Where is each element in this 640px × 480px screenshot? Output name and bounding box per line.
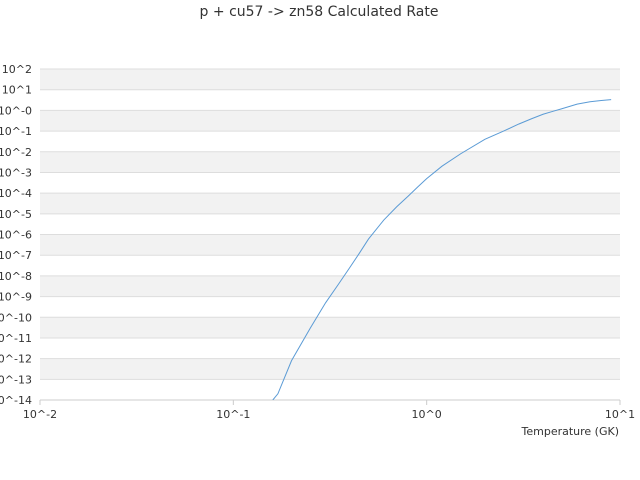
y-tick-label: 10^-0: [0, 104, 32, 117]
x-tick-label: 10^-1: [216, 408, 250, 421]
y-tick-label: 10^-8: [0, 270, 32, 283]
plot-band: [40, 193, 620, 214]
plot-band: [40, 358, 620, 380]
plot-band: [40, 275, 620, 297]
y-tick-label: 10^-12: [0, 353, 32, 366]
series-line-1: [272, 99, 612, 400]
y-tick-label: 10^-5: [0, 208, 32, 221]
y-tick-label: 10^-7: [0, 249, 32, 262]
y-tick-label: 10^-1: [0, 125, 32, 138]
x-tick-label: 10^0: [412, 408, 442, 421]
y-tick-label: 10^-11: [0, 332, 32, 345]
y-axis-ticks: 10^2 10^1 10^-0 10^-1 10^-2 10^-3 10^-4 10^-5 10…: [0, 63, 32, 407]
x-tick-label: 10^1: [605, 408, 635, 421]
plot-band: [40, 110, 620, 132]
y-tick-label: 10^-3: [0, 166, 32, 179]
series-layer: [272, 99, 612, 400]
plot-band: [40, 151, 620, 173]
y-tick-label: 10^1: [2, 84, 32, 97]
y-tick-label: 10^-10: [0, 311, 32, 324]
y-tick-label: 10^-4: [0, 187, 32, 200]
y-tick-label: 10^2: [2, 63, 32, 76]
y-tick-label: 10^-2: [0, 146, 32, 159]
y-tick-label: 10^-6: [0, 229, 32, 242]
y-tick-label: 10^-14: [0, 394, 32, 407]
plot-band: [40, 234, 620, 256]
plot-band: [40, 317, 620, 338]
chart-title: p + cu57 -> zn58 Calculated Rate: [200, 4, 439, 20]
x-tick-label: 10^-2: [23, 408, 57, 421]
y-tick-label: 10^-13: [0, 373, 32, 386]
y-tick-label: 10^-9: [0, 291, 32, 304]
x-axis-label: Temperature (GK): [521, 425, 620, 438]
plot-bands: [40, 69, 620, 380]
plot-band: [40, 69, 620, 90]
x-axis-ticks: 10^-2 10^-1 10^0 10^1: [23, 400, 635, 421]
